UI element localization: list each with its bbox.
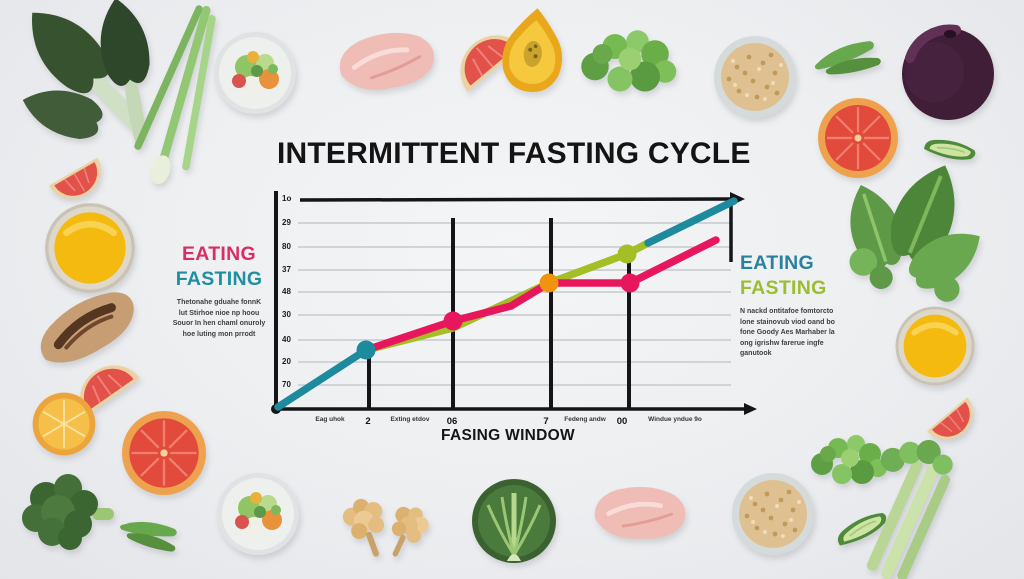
grapefruit-wedge-icon xyxy=(926,396,984,451)
orange-juice-glass-icon xyxy=(47,205,133,291)
orange-slice-icon xyxy=(31,391,97,457)
right-caption-text: N nackd ontitafoe fomtorcto lone stainovu… xyxy=(740,307,882,360)
chocolate-bread-icon xyxy=(29,282,145,373)
pea-pods-icon xyxy=(811,38,884,85)
frisee-lettuce-icon xyxy=(581,30,677,92)
left-caption-text: Thetonahe gduahe fonnK lut Stirhoe nioe n… xyxy=(160,298,278,340)
x-tick-label: 2 xyxy=(365,416,371,427)
cabbage-icon xyxy=(472,479,556,563)
salad-bowl-icon xyxy=(214,32,296,114)
bok-choy-icon xyxy=(0,0,205,196)
x-tick-label: Fedeng andw xyxy=(564,416,606,423)
grain-bowl-icon xyxy=(714,36,796,118)
y-tick-label: 29 xyxy=(282,218,291,227)
y-tick-label: 1o xyxy=(282,194,292,203)
pea-pods-icon xyxy=(115,513,182,559)
grapefruit-wedge-icon xyxy=(48,156,112,210)
right-legend-panel: EATING FASTING N nackd ontitafoe fomtorc… xyxy=(740,251,882,360)
frisee-lettuce-icon xyxy=(811,435,887,484)
y-tick-label: 80 xyxy=(282,242,291,251)
caption-line: lone stainovub viod oand bo xyxy=(740,318,835,326)
grapefruit-half-icon xyxy=(816,96,900,180)
chicken-breast-icon xyxy=(337,29,437,94)
left-legend-panel: EATING FASTING Thetonahe gduahe fonnK lut… xyxy=(160,242,278,340)
y-tick-label: 20 xyxy=(282,357,291,366)
x-tick-label: 06 xyxy=(446,416,458,427)
caption-line: Thetonahe gduahe fonnK xyxy=(176,299,262,306)
y-tick-label: 37 xyxy=(282,265,291,274)
grain-bowl-icon xyxy=(732,473,814,555)
cauliflower-icon xyxy=(338,492,435,565)
fasting-label-left: FASTING xyxy=(175,268,263,290)
x-tick-label: Windue yndue 9o xyxy=(648,416,702,423)
squash-half-icon xyxy=(499,5,568,95)
caption-line: lut Stirhoe nioe np hoou xyxy=(178,309,260,317)
page-title: INTERMITTENT FASTING CYCLE xyxy=(277,137,751,170)
x-tick-label: Exting etdov xyxy=(390,416,430,423)
caption-line: fone Goody Aes Marhaber la xyxy=(740,329,835,336)
caption-line: hoe luting mon prrodt xyxy=(182,330,256,338)
y-tick-label: 48 xyxy=(282,287,291,296)
orange-juice-glass-icon xyxy=(897,308,973,384)
fasting-cycle-chart xyxy=(271,191,757,415)
eating-label-left: EATING xyxy=(181,243,257,265)
plum-icon xyxy=(902,28,994,120)
y-tick-label: 30 xyxy=(282,310,291,319)
chicken-breast-icon xyxy=(593,484,687,543)
caption-line: Souor In hen chaml onuroly xyxy=(172,320,266,327)
x-tick-label: Eag uhok xyxy=(315,416,345,423)
x-axis-title: FASING WINDOW xyxy=(441,427,575,444)
eating-label-right: EATING xyxy=(740,252,815,274)
x-tick-label: 7 xyxy=(543,416,549,427)
salad-bowl-icon xyxy=(217,473,299,555)
fasting-label-right: FASTING xyxy=(740,277,827,299)
caption-line: ganutook xyxy=(740,350,772,357)
y-tick-label: 40 xyxy=(282,335,291,344)
y-axis-labels: 1o 29 80 37 48 30 40 20 70 xyxy=(282,194,304,410)
y-tick-label: 70 xyxy=(282,380,291,389)
broccoli-icon xyxy=(22,474,114,550)
grapefruit-half-icon xyxy=(120,409,208,497)
cucumber-slice-icon xyxy=(922,129,978,170)
x-tick-label: 00 xyxy=(616,416,628,427)
x-axis-labels: Eag uhok 2 Exting etdov 06 7 Fedeng andw 00 Win… xyxy=(276,416,746,430)
caption-line: N nackd ontitafoe fomtorcto xyxy=(740,308,834,315)
caption-line: ong igrishw farerue ingfe xyxy=(740,339,824,347)
